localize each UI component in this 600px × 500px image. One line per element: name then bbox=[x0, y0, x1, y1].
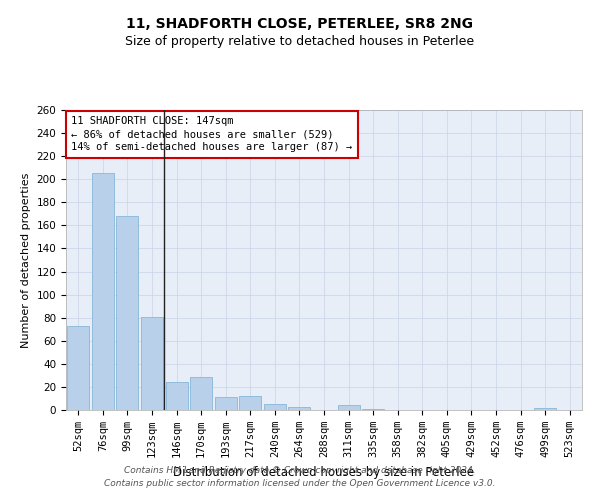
Bar bbox=[116, 216, 139, 410]
Bar bbox=[239, 396, 262, 410]
Text: 11 SHADFORTH CLOSE: 147sqm
← 86% of detached houses are smaller (529)
14% of sem: 11 SHADFORTH CLOSE: 147sqm ← 86% of deta… bbox=[71, 116, 352, 152]
Y-axis label: Number of detached properties: Number of detached properties bbox=[21, 172, 31, 348]
Text: Contains HM Land Registry data © Crown copyright and database right 2024.
Contai: Contains HM Land Registry data © Crown c… bbox=[104, 466, 496, 487]
Bar bbox=[289, 406, 310, 410]
Bar bbox=[534, 408, 556, 410]
Bar bbox=[264, 404, 286, 410]
Text: 11, SHADFORTH CLOSE, PETERLEE, SR8 2NG: 11, SHADFORTH CLOSE, PETERLEE, SR8 2NG bbox=[127, 18, 473, 32]
Bar bbox=[190, 376, 212, 410]
X-axis label: Distribution of detached houses by size in Peterlee: Distribution of detached houses by size … bbox=[173, 466, 475, 478]
Bar bbox=[141, 316, 163, 410]
Bar bbox=[338, 406, 359, 410]
Bar bbox=[362, 409, 384, 410]
Bar bbox=[166, 382, 188, 410]
Text: Size of property relative to detached houses in Peterlee: Size of property relative to detached ho… bbox=[125, 35, 475, 48]
Bar bbox=[215, 398, 237, 410]
Bar bbox=[67, 326, 89, 410]
Bar bbox=[92, 174, 114, 410]
